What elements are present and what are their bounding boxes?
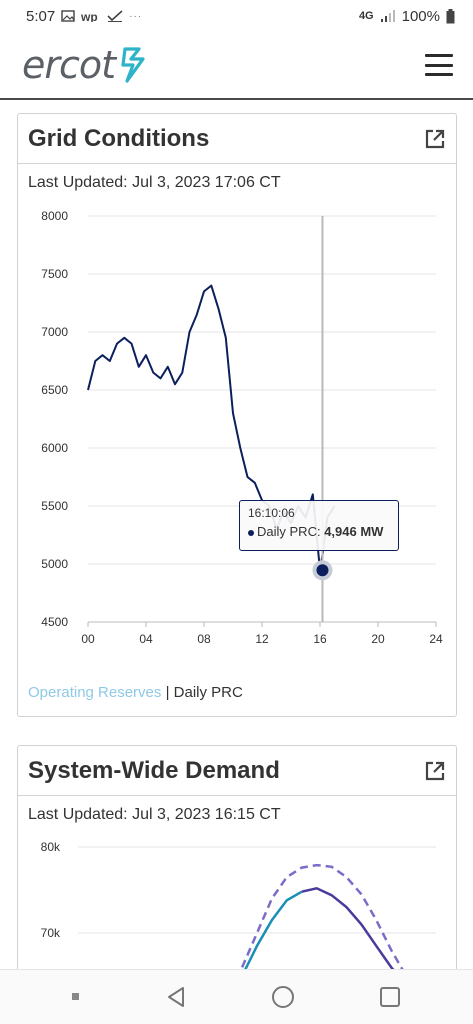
signal-icon <box>380 10 395 22</box>
tooltip-time: 16:10:06 <box>248 506 295 520</box>
grid-chart[interactable]: 4500 5000 5500 6000 6500 7000 7500 8000 00 04 08 1… <box>18 199 456 669</box>
y-tick-label: 6500 <box>41 383 68 397</box>
external-link-icon[interactable] <box>424 760 446 782</box>
x-tick-label: 20 <box>371 632 385 646</box>
chart-legend: Operating Reserves | Daily PRC <box>28 684 243 701</box>
legend-separator: | <box>165 684 170 701</box>
logo-text: ercot <box>22 43 116 87</box>
demand-series-line <box>301 886 397 971</box>
y-tick-label: 7500 <box>41 267 68 281</box>
android-nav-bar <box>0 969 473 1024</box>
hamburger-menu-icon[interactable] <box>425 54 453 76</box>
status-dots: ··· <box>129 10 143 22</box>
grid-last-updated: Last Updated: Jul 3, 2023 17:06 CT <box>28 174 281 191</box>
demand-last-updated: Last Updated: Jul 3, 2023 16:15 CT <box>28 806 281 823</box>
wp-icon: wp <box>81 10 98 22</box>
overview-icon[interactable] <box>378 985 402 1009</box>
ercot-logo[interactable]: ercot <box>22 43 151 87</box>
demand-chart[interactable]: 80k 70k <box>18 831 456 971</box>
demand-series-line <box>243 890 303 971</box>
tooltip-value-row: Daily PRC: 4,946 MW <box>248 524 390 539</box>
image-icon <box>61 10 75 22</box>
demand-card-title: System-Wide Demand <box>28 756 280 784</box>
grid-conditions-card: Grid Conditions Last Updated: Jul 3, 202… <box>17 113 457 717</box>
app-header: ercot <box>0 32 473 100</box>
highlight-point <box>316 564 329 577</box>
chart-tooltip: 16:10:06 Daily PRC: 4,946 MW <box>239 500 399 551</box>
tooltip-dot-icon <box>248 529 254 536</box>
x-tick-label: 24 <box>429 632 443 646</box>
home-icon[interactable] <box>271 985 295 1009</box>
network-label: 4G <box>358 10 374 22</box>
tooltip-label: Daily PRC: <box>257 524 325 539</box>
grid-card-header: Grid Conditions <box>18 114 456 164</box>
status-bar: 5:07 wp ··· 4G 100% <box>0 0 473 32</box>
x-tick-label: 00 <box>81 632 95 646</box>
demand-y-tick-label: 70k <box>41 926 61 940</box>
recents-icon[interactable] <box>71 992 81 1002</box>
y-tick-label: 6000 <box>41 441 68 455</box>
check-icon <box>107 10 123 22</box>
status-right: 4G 100% <box>359 8 455 25</box>
demand-series-line <box>240 863 405 971</box>
x-tick-label: 12 <box>255 632 269 646</box>
y-tick-label: 7000 <box>41 325 68 339</box>
status-time: 5:07 <box>26 7 56 25</box>
y-tick-label: 4500 <box>41 615 68 629</box>
legend-operating-reserves[interactable]: Operating Reserves <box>28 684 162 701</box>
y-tick-label: 8000 <box>41 209 68 223</box>
legend-daily-prc[interactable]: Daily PRC <box>173 684 243 701</box>
y-tick-label: 5500 <box>41 499 68 513</box>
status-left: 5:07 wp ··· <box>26 8 142 25</box>
x-tick-label: 04 <box>139 632 153 646</box>
svg-text:wp: wp <box>81 10 98 22</box>
external-link-icon[interactable] <box>424 128 446 150</box>
back-icon[interactable] <box>164 985 188 1009</box>
demand-card-header: System-Wide Demand <box>18 746 456 796</box>
x-tick-label: 08 <box>197 632 211 646</box>
battery-label: 100% <box>401 7 440 25</box>
demand-y-tick-label: 80k <box>41 840 61 854</box>
tooltip-value: 4,946 MW <box>324 524 384 539</box>
grid-card-title: Grid Conditions <box>28 124 210 152</box>
y-tick-label: 5000 <box>41 557 68 571</box>
system-demand-card: System-Wide Demand Last Updated: Jul 3, … <box>17 745 457 1005</box>
battery-icon <box>446 8 455 23</box>
x-tick-label: 16 <box>313 632 327 646</box>
logo-bolt-icon <box>121 47 145 83</box>
